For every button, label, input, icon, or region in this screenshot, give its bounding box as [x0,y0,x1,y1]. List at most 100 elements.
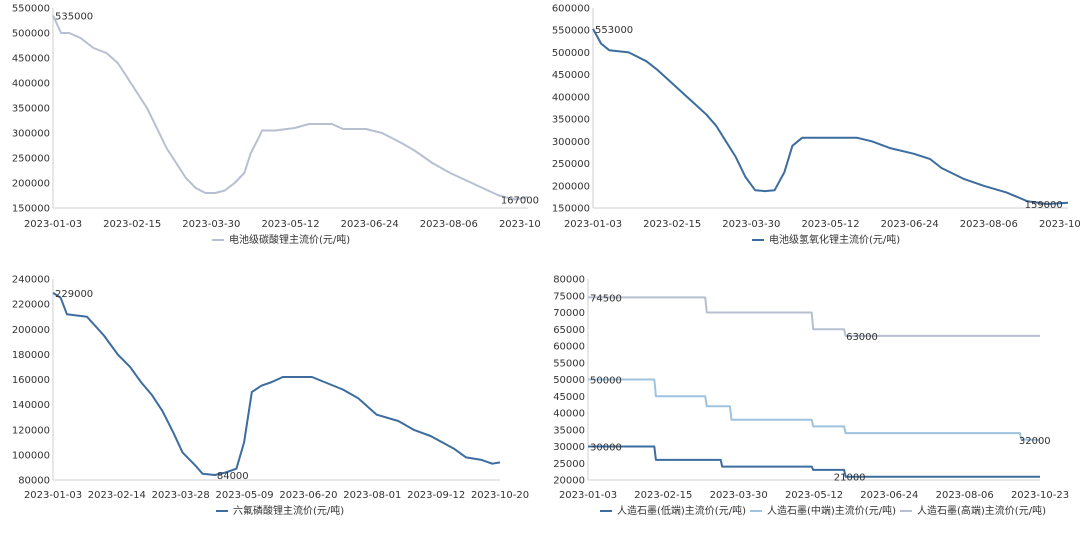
x-tick-label: 2023-02-14 [88,490,146,501]
y-tick-label: 60000 [553,342,585,353]
data-label: 21000 [834,473,866,484]
legend-label: 电池级碳酸锂主流价(元/吨) [229,233,350,246]
y-tick-label: 40000 [553,409,585,420]
x-tick-label: 2023-10-20 [471,490,529,501]
y-tick-label: 50000 [553,375,585,386]
data-label: 167000 [501,196,539,207]
x-tick-label: 2023-05-12 [261,219,319,230]
chart-lipf6: 80000 100000 120000 140000 160000 180000 20000… [12,275,529,518]
x-tick-label: 2023-02-15 [643,219,701,230]
x-tick-label: 2023-01-03 [564,219,622,230]
y-tick-label: 55000 [553,358,585,369]
data-label: 74500 [590,293,622,304]
legend-label: 人造石墨(中端)主流价(元/吨) [767,504,896,517]
data-label: 63000 [846,332,878,343]
y-tick-label: 100000 [12,450,50,461]
y-tick-label: 550000 [12,4,50,15]
chart-panel-lithium-hydroxide: 150000 200000 250000 300000 350000 400000 4500… [540,0,1080,272]
x-tick-label: 2023-06-24 [860,490,918,501]
series-line [588,296,1040,337]
y-tick-label: 160000 [12,375,50,386]
y-tick-label: 35000 [553,425,585,436]
y-tick-label: 80000 [18,476,50,487]
y-tick-label: 300000 [12,129,50,140]
x-tick-label: 2023-02-15 [103,219,161,230]
x-tick-label: 2023-09-12 [407,490,465,501]
y-tick-label: 150000 [552,204,590,215]
x-tick-label: 2023-03-28 [152,490,210,501]
y-tick-label: 220000 [12,300,50,311]
y-tick-label: 120000 [12,425,50,436]
x-tick-label: 2023-08-06 [960,219,1018,230]
data-label: 535000 [55,12,93,23]
y-tick-label: 250000 [12,154,50,165]
data-label: 32000 [1019,436,1051,447]
x-tick-label: 2023-06-24 [881,219,939,230]
y-tick-label: 400000 [12,79,50,90]
data-label: 84000 [217,471,249,482]
x-tick-label: 2023-08-06 [420,219,478,230]
y-tick-label: 200000 [552,181,590,192]
y-tick-label: 20000 [553,476,585,487]
y-tick-label: 70000 [553,308,585,319]
x-tick-label: 2023-05-09 [216,490,274,501]
x-tick-label: 2023-01-03 [24,490,82,501]
y-tick-label: 300000 [552,137,590,148]
y-tick-label: 240000 [12,275,50,286]
y-tick-label: 500000 [12,29,50,40]
series-line [588,378,1040,441]
x-tick-label: 2023-08-01 [343,490,401,501]
data-label: 30000 [590,443,622,454]
y-tick-label: 250000 [552,159,590,170]
y-tick-label: 150000 [12,204,50,215]
data-label: 553000 [595,25,633,36]
y-tick-label: 450000 [12,54,50,65]
y-tick-label: 140000 [12,400,50,411]
x-tick-label: 2023-10-23 [499,219,540,230]
x-tick-label: 2023-03-30 [722,219,780,230]
chart-panel-artificial-graphite: 20000 25000 30000 35000 40000 45000 50000 55000… [540,272,1080,543]
y-tick-label: 350000 [12,104,50,115]
x-tick-label: 2023-05-12 [801,219,859,230]
y-tick-label: 80000 [553,275,585,286]
chart-artificial-graphite: 20000 25000 30000 35000 40000 45000 50000 55000… [553,275,1069,518]
legend-label: 人造石墨(高端)主流价(元/吨) [917,504,1046,517]
chart-lithium-hydroxide: 150000 200000 250000 300000 350000 400000 4500… [552,4,1080,247]
legend-label: 电池级氢氧化锂主流价(元/吨) [769,233,900,246]
x-tick-label: 2023-05-12 [785,490,843,501]
x-tick-label: 2023-06-20 [279,490,337,501]
y-tick-label: 600000 [552,4,590,15]
legend-label: 人造石墨(低端)主流价(元/吨) [617,504,746,517]
data-label: 50000 [590,376,622,387]
x-tick-label: 2023-01-03 [24,219,82,230]
x-tick-label: 2023-01-03 [559,490,617,501]
y-tick-label: 550000 [552,26,590,37]
y-tick-label: 75000 [553,291,585,302]
y-tick-label: 200000 [12,179,50,190]
y-tick-label: 400000 [552,92,590,103]
y-tick-label: 450000 [552,70,590,81]
x-tick-label: 2023-03-30 [182,219,240,230]
chart-lithium-carbonate: 150000 200000 250000 300000 350000 400000 4500… [12,4,540,247]
y-tick-label: 45000 [553,392,585,403]
y-tick-label: 350000 [552,115,590,126]
x-tick-label: 2023-08-06 [936,490,994,501]
data-label: 159000 [1025,200,1063,211]
series-line [592,28,1069,205]
x-tick-label: 2023-10-23 [1039,219,1080,230]
chart-panel-lithium-carbonate: 150000 200000 250000 300000 350000 400000 4500… [0,0,540,272]
y-tick-label: 30000 [553,442,585,453]
chart-panel-lipf6: 80000 100000 120000 140000 160000 180000 20000… [0,272,540,543]
series-line [52,291,501,476]
legend-label: 六氟磷酸锂主流价(元/吨) [233,504,344,517]
y-tick-label: 500000 [552,48,590,59]
series-line [52,15,529,201]
x-tick-label: 2023-06-24 [341,219,399,230]
x-tick-label: 2023-02-15 [634,490,692,501]
series-line [588,445,1040,478]
x-tick-label: 2023-03-30 [710,490,768,501]
y-tick-label: 180000 [12,350,50,361]
x-tick-label: 2023-10-23 [1011,490,1069,501]
y-tick-label: 65000 [553,325,585,336]
y-tick-label: 25000 [553,459,585,470]
